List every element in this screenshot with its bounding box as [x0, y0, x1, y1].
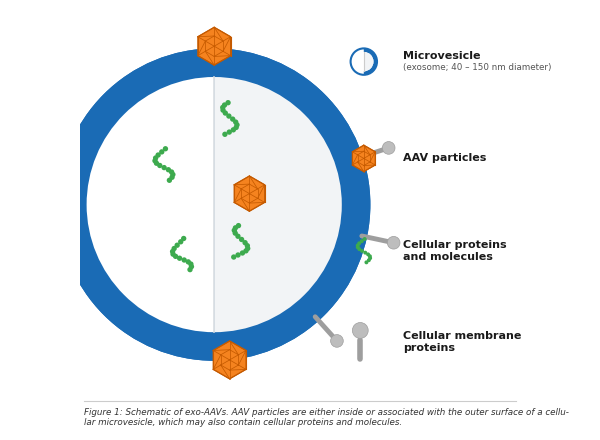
Circle shape	[233, 225, 238, 231]
Circle shape	[368, 254, 372, 258]
Circle shape	[159, 149, 164, 154]
Polygon shape	[198, 27, 230, 65]
Wedge shape	[214, 77, 342, 332]
Circle shape	[230, 117, 235, 122]
Text: Figure 1: Schematic of exo-AAVs. AAV particles are either inside or associated w: Figure 1: Schematic of exo-AAVs. AAV par…	[85, 408, 569, 417]
Circle shape	[172, 246, 177, 251]
Circle shape	[86, 77, 342, 332]
Circle shape	[152, 158, 158, 163]
Circle shape	[350, 48, 377, 75]
Circle shape	[187, 267, 193, 272]
Circle shape	[388, 236, 400, 249]
Circle shape	[358, 247, 361, 251]
Polygon shape	[234, 176, 265, 211]
Circle shape	[173, 254, 178, 259]
Circle shape	[188, 261, 194, 267]
Circle shape	[161, 165, 167, 170]
Circle shape	[222, 103, 227, 108]
Circle shape	[170, 252, 176, 257]
Circle shape	[226, 100, 231, 105]
Circle shape	[169, 175, 175, 180]
Circle shape	[182, 257, 187, 263]
Circle shape	[357, 242, 361, 245]
Circle shape	[233, 231, 238, 236]
Text: and molecules: and molecules	[403, 252, 493, 262]
Circle shape	[360, 249, 364, 253]
Circle shape	[178, 239, 184, 245]
Circle shape	[239, 237, 244, 242]
Circle shape	[177, 256, 182, 261]
Circle shape	[236, 223, 241, 228]
Wedge shape	[364, 52, 373, 71]
Circle shape	[169, 169, 174, 175]
Circle shape	[331, 334, 343, 347]
Text: proteins: proteins	[403, 343, 455, 353]
Circle shape	[170, 249, 175, 254]
Text: lar microvesicle, which may also contain cellular proteins and molecules.: lar microvesicle, which may also contain…	[85, 418, 403, 427]
Circle shape	[235, 122, 239, 128]
Circle shape	[154, 161, 159, 166]
Circle shape	[363, 251, 367, 255]
Circle shape	[233, 119, 238, 125]
Text: Microvesicle: Microvesicle	[403, 51, 481, 61]
Circle shape	[364, 260, 368, 264]
Circle shape	[220, 107, 226, 113]
Wedge shape	[354, 52, 364, 71]
Circle shape	[175, 242, 180, 248]
Circle shape	[360, 239, 364, 243]
Text: Cellular membrane: Cellular membrane	[403, 331, 522, 341]
Circle shape	[362, 237, 367, 241]
Circle shape	[227, 129, 232, 135]
Wedge shape	[214, 48, 370, 361]
Circle shape	[233, 125, 239, 130]
Circle shape	[181, 236, 187, 241]
Circle shape	[220, 105, 226, 110]
Circle shape	[235, 234, 241, 239]
Circle shape	[155, 152, 161, 158]
Circle shape	[223, 110, 228, 116]
Circle shape	[226, 114, 232, 119]
Circle shape	[354, 52, 373, 71]
Circle shape	[170, 172, 176, 177]
Circle shape	[230, 127, 236, 132]
Circle shape	[367, 258, 371, 262]
Wedge shape	[350, 48, 364, 75]
Polygon shape	[352, 145, 375, 172]
Circle shape	[243, 248, 248, 253]
Text: (exosome; 40 – 150 nm diameter): (exosome; 40 – 150 nm diameter)	[403, 63, 552, 72]
Circle shape	[153, 155, 158, 161]
Circle shape	[245, 243, 250, 248]
Circle shape	[167, 178, 172, 183]
Circle shape	[232, 227, 237, 233]
Polygon shape	[213, 341, 246, 379]
Circle shape	[235, 252, 241, 258]
Circle shape	[240, 250, 245, 256]
Circle shape	[242, 240, 248, 246]
Circle shape	[166, 167, 171, 172]
Circle shape	[366, 253, 370, 257]
Circle shape	[157, 163, 163, 168]
Wedge shape	[58, 48, 214, 361]
Circle shape	[356, 246, 360, 249]
Wedge shape	[214, 77, 342, 332]
Circle shape	[245, 246, 250, 251]
Circle shape	[231, 254, 236, 260]
Circle shape	[222, 132, 227, 137]
Circle shape	[352, 323, 368, 338]
Circle shape	[368, 256, 372, 260]
Circle shape	[58, 48, 370, 361]
Circle shape	[185, 259, 191, 264]
Circle shape	[163, 146, 168, 151]
Circle shape	[189, 264, 194, 269]
Text: AAV particles: AAV particles	[403, 154, 487, 163]
Text: Cellular proteins: Cellular proteins	[403, 240, 507, 249]
Circle shape	[356, 243, 359, 247]
Circle shape	[382, 142, 395, 154]
Wedge shape	[86, 77, 214, 332]
